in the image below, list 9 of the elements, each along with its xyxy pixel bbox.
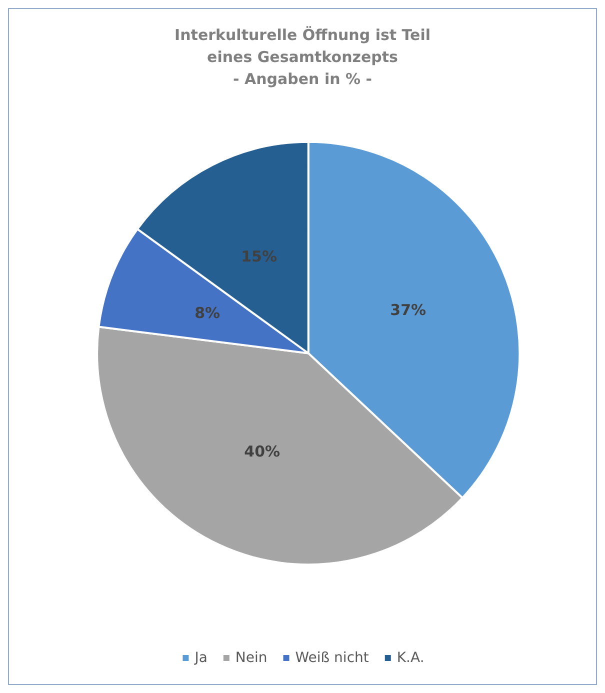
legend-label: K.A.	[396, 650, 424, 666]
legend-label: Ja	[194, 650, 208, 666]
data-label: 15%	[241, 247, 277, 266]
chart-title: Interkulturelle Öffnung ist Teil eines Gesamtkonzepts - Angaben in % -	[174, 26, 430, 88]
data-label: 40%	[244, 442, 280, 461]
legend-label: Nein	[235, 650, 268, 666]
data-label: 8%	[194, 304, 220, 322]
legend-label: Weiß nicht	[295, 650, 370, 666]
data-label: 37%	[390, 301, 426, 320]
